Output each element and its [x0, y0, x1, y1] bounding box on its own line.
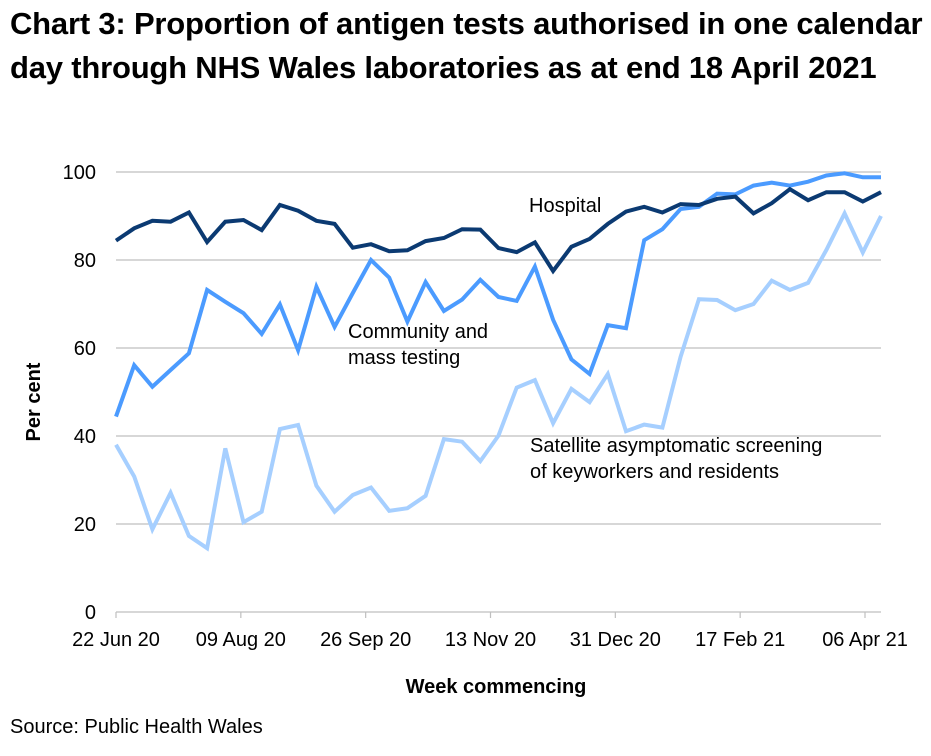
source-note: Source: Public Health Wales	[10, 716, 263, 738]
series-line-satellite	[114, 208, 883, 552]
x-tick-label: 26 Sep 20	[320, 629, 411, 651]
label-satellite: of keyworkers and residents	[530, 461, 779, 483]
label-satellite: Satellite asymptomatic screening	[530, 435, 822, 457]
y-tick-label: 40	[74, 426, 96, 448]
y-tick-label: 0	[85, 602, 96, 624]
x-tick-label: 06 Apr 21	[822, 629, 908, 651]
x-tick-label: 09 Aug 20	[196, 629, 286, 651]
y-axis-title: Per cent	[23, 362, 45, 441]
label-community: Community and	[348, 321, 488, 343]
y-tick-label: 80	[74, 250, 96, 272]
x-axis: 22 Jun 20 09 Aug 20 26 Sep 20 13 Nov 20 31 D…	[72, 611, 908, 651]
label-community: mass testing	[348, 347, 460, 369]
series-line-community	[114, 171, 881, 418]
x-axis-title: Week commencing	[406, 676, 587, 698]
series-line-hospital	[114, 186, 882, 275]
y-tick-label: 20	[74, 514, 96, 536]
x-tick-label: 13 Nov 20	[445, 629, 536, 651]
series-lines	[114, 171, 883, 552]
series-labels: Hospital Community and mass testing Satelli…	[348, 195, 822, 483]
chart-title: Chart 3: Proportion of antigen tests aut…	[10, 6, 923, 85]
y-axis-ticks: 0 20 40 60 80 100	[63, 162, 96, 624]
x-tick-label: 22 Jun 20	[72, 629, 160, 651]
y-tick-label: 60	[74, 338, 96, 360]
x-tick-label: 17 Feb 21	[695, 629, 785, 651]
y-tick-label: 100	[63, 162, 96, 184]
label-hospital: Hospital	[529, 195, 601, 217]
x-tick-label: 31 Dec 20	[570, 629, 661, 651]
